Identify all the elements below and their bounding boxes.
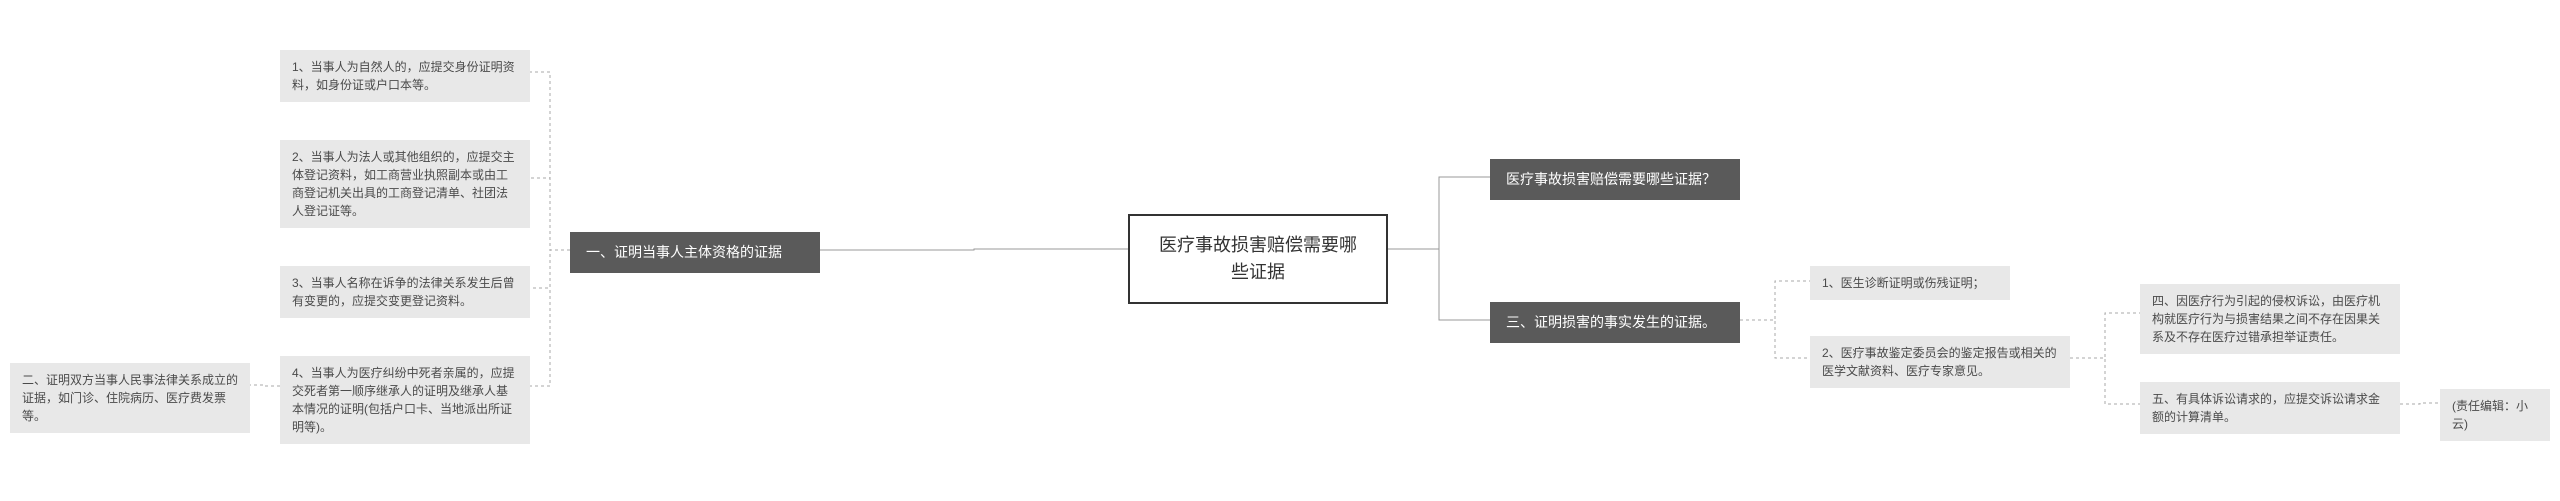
diagram-node: 二、证明双方当事人民事法律关系成立的证据，如门诊、住院病历、医疗费发票等。 — [10, 363, 250, 433]
diagram-node: 1、医生诊断证明或伤残证明； — [1810, 266, 2010, 300]
diagram-node: 医疗事故损害赔偿需要哪些证据？ — [1490, 159, 1740, 200]
diagram-node: 五、有具体诉讼请求的，应提交诉讼请求金额的计算清单。 — [2140, 382, 2400, 434]
diagram-node: 医疗事故损害赔偿需要哪些证据 — [1128, 214, 1388, 304]
diagram-node: 4、当事人为医疗纠纷中死者亲属的，应提交死者第一顺序继承人的证明及继承人基本情况… — [280, 356, 530, 444]
diagram-node: (责任编辑：小云) — [2440, 389, 2550, 441]
diagram-node: 3、当事人名称在诉争的法律关系发生后曾有变更的，应提交变更登记资料。 — [280, 266, 530, 318]
diagram-node: 1、当事人为自然人的，应提交身份证明资料，如身份证或户口本等。 — [280, 50, 530, 102]
diagram-node: 四、因医疗行为引起的侵权诉讼，由医疗机构就医疗行为与损害结果之间不存在因果关系及… — [2140, 284, 2400, 354]
diagram-node: 三、证明损害的事实发生的证据。 — [1490, 302, 1740, 343]
diagram-node: 2、医疗事故鉴定委员会的鉴定报告或相关的医学文献资料、医疗专家意见。 — [1810, 336, 2070, 388]
diagram-node: 一、证明当事人主体资格的证据 — [570, 232, 820, 273]
diagram-node: 2、当事人为法人或其他组织的，应提交主体登记资料，如工商营业执照副本或由工商登记… — [280, 140, 530, 228]
